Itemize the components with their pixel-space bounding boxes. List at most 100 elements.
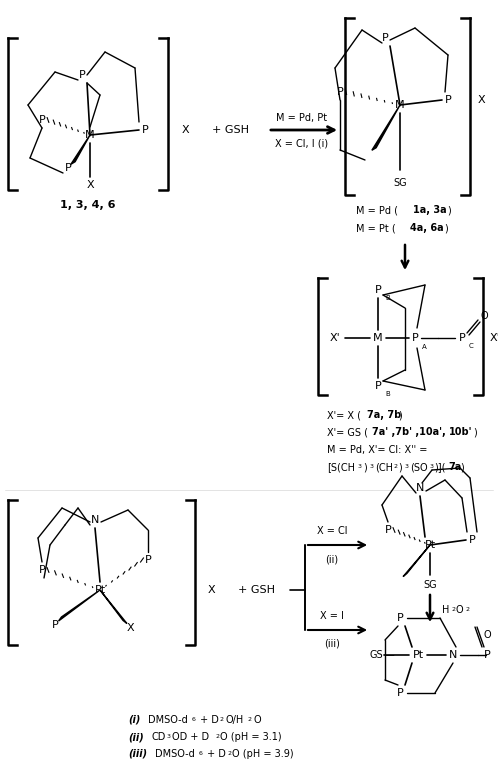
- Text: Pt: Pt: [424, 540, 436, 550]
- Polygon shape: [59, 590, 100, 621]
- Text: (iii): (iii): [324, 639, 340, 649]
- Text: X'= X (: X'= X (: [327, 410, 361, 420]
- Text: + D: + D: [204, 749, 226, 759]
- Text: O: O: [253, 715, 260, 725]
- Text: M = Pd, X'= Cl: X'' =: M = Pd, X'= Cl: X'' =: [327, 445, 427, 455]
- Text: P: P: [144, 555, 151, 565]
- Text: O: O: [480, 311, 488, 321]
- Text: B: B: [385, 295, 390, 301]
- Text: P: P: [65, 163, 71, 173]
- Text: —: —: [385, 650, 395, 660]
- Text: ): ): [460, 462, 464, 472]
- Text: (ii): (ii): [325, 554, 339, 564]
- Text: DMSO-d: DMSO-d: [148, 715, 188, 725]
- Text: N: N: [449, 650, 457, 660]
- Polygon shape: [71, 135, 90, 164]
- Text: 1, 3, 4, 6: 1, 3, 4, 6: [60, 200, 116, 210]
- Text: 3: 3: [430, 464, 434, 469]
- Text: P: P: [396, 613, 403, 623]
- Text: P: P: [381, 33, 388, 43]
- Polygon shape: [372, 105, 400, 150]
- Text: P: P: [52, 620, 58, 630]
- Text: X = Cl, I (i): X = Cl, I (i): [275, 138, 329, 148]
- Text: O: O: [483, 630, 491, 640]
- Text: P: P: [412, 333, 418, 343]
- Text: X: X: [478, 95, 486, 105]
- Text: P: P: [445, 95, 451, 105]
- Text: M: M: [395, 100, 405, 110]
- Text: (SO: (SO: [410, 462, 428, 472]
- Text: 2: 2: [452, 607, 456, 612]
- Text: H: H: [442, 605, 449, 615]
- Text: [S(CH: [S(CH: [327, 462, 355, 472]
- Text: ): ): [473, 427, 477, 437]
- Text: O (pH = 3.1): O (pH = 3.1): [220, 732, 282, 742]
- Text: )](: )](: [434, 462, 446, 472]
- Text: ): ): [363, 462, 367, 472]
- Text: DMSO-d: DMSO-d: [155, 749, 195, 759]
- Text: + GSH: + GSH: [212, 125, 249, 135]
- Text: P: P: [141, 125, 148, 135]
- Text: X: X: [182, 125, 190, 135]
- Text: 1a, 3a: 1a, 3a: [413, 205, 447, 215]
- Text: X = I: X = I: [320, 611, 344, 621]
- Text: B: B: [385, 391, 390, 397]
- Text: 6: 6: [192, 717, 196, 722]
- Text: 2: 2: [393, 464, 397, 469]
- Text: Pt: Pt: [412, 650, 424, 660]
- Text: 3: 3: [167, 734, 171, 739]
- Polygon shape: [100, 590, 127, 623]
- Text: 10b': 10b': [449, 427, 473, 437]
- Text: ): ): [447, 205, 451, 215]
- Text: ): ): [398, 462, 402, 472]
- Text: 7a, 7b: 7a, 7b: [367, 410, 401, 420]
- Text: M = Pt (: M = Pt (: [356, 223, 396, 233]
- Text: O: O: [456, 605, 464, 615]
- Text: (ii): (ii): [128, 732, 144, 742]
- Text: (CH: (CH: [375, 462, 393, 472]
- Text: Pt: Pt: [95, 585, 106, 595]
- Text: P: P: [469, 535, 476, 545]
- Text: P: P: [484, 650, 491, 660]
- Text: O (pH = 3.9): O (pH = 3.9): [232, 749, 294, 759]
- Text: (i): (i): [128, 715, 140, 725]
- Text: M = Pd (: M = Pd (: [356, 205, 398, 215]
- Text: X: X: [208, 585, 216, 595]
- Text: CD: CD: [152, 732, 166, 742]
- Text: 2: 2: [248, 717, 252, 722]
- Text: 7a' ,7b' ,10a',: 7a' ,7b' ,10a',: [372, 427, 449, 437]
- Text: OD + D: OD + D: [172, 732, 209, 742]
- Text: 4a, 6a: 4a, 6a: [410, 223, 444, 233]
- Text: P: P: [396, 688, 403, 698]
- Text: P: P: [384, 525, 391, 535]
- Text: P: P: [374, 381, 381, 391]
- Text: P: P: [39, 565, 45, 575]
- Text: P: P: [374, 285, 381, 295]
- Text: M: M: [373, 333, 383, 343]
- Text: ): ): [444, 223, 448, 233]
- Text: P: P: [39, 115, 45, 125]
- Polygon shape: [403, 545, 430, 577]
- Text: + D: + D: [197, 715, 219, 725]
- Text: 2: 2: [227, 751, 231, 756]
- Text: P: P: [79, 70, 85, 80]
- Text: 6: 6: [199, 751, 203, 756]
- Text: 3: 3: [405, 464, 409, 469]
- Text: 3: 3: [358, 464, 362, 469]
- Text: 2: 2: [220, 717, 224, 722]
- Text: X': X': [330, 333, 340, 343]
- Text: 3: 3: [370, 464, 374, 469]
- Text: 2: 2: [215, 734, 219, 739]
- Text: M = Pd, Pt: M = Pd, Pt: [276, 113, 328, 123]
- Text: A: A: [422, 344, 427, 350]
- Text: 2: 2: [466, 607, 470, 612]
- Text: 7a: 7a: [448, 462, 461, 472]
- Text: + GSH: + GSH: [238, 585, 275, 595]
- Text: N: N: [416, 483, 424, 493]
- Text: X = Cl: X = Cl: [317, 526, 347, 536]
- Text: (iii): (iii): [128, 749, 147, 759]
- Text: GS: GS: [370, 650, 383, 660]
- Text: X": X": [490, 333, 498, 343]
- Text: X'= GS (: X'= GS (: [327, 427, 368, 437]
- Text: P: P: [337, 87, 344, 97]
